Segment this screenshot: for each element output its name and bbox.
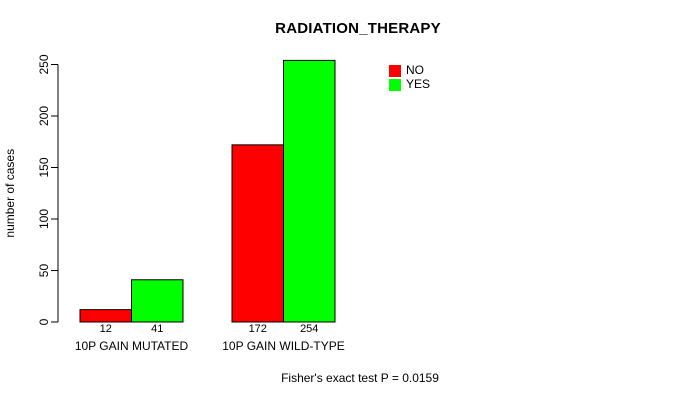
legend-swatch-no-icon [389,64,401,77]
legend-label-yes: YES [406,77,431,91]
y-tick-label: 50 [37,264,51,278]
category-label: 10P GAIN MUTATED [75,339,189,353]
legend-item-no: NO [389,64,430,77]
legend-label-no: NO [406,63,424,77]
bar-yes-group2 [283,59,336,323]
y-tick-label: 200 [37,106,51,126]
bar-yes-group1 [131,279,184,323]
legend-item-yes: YES [389,78,430,91]
y-axis-title: number of cases [3,149,17,238]
y-tick-label: 150 [37,157,51,177]
chart-title: RADIATION_THERAPY [275,20,441,37]
fisher-test-caption: Fisher's exact test P = 0.0159 [281,371,439,385]
y-tick-label: 0 [37,318,51,325]
bar-no-group1 [79,309,132,323]
y-tick-label: 250 [37,54,51,74]
bar-value-label: 12 [100,323,112,335]
y-tick-label: 100 [37,209,51,229]
legend: NO YES [389,64,430,92]
category-label: 10P GAIN WILD-TYPE [222,339,344,353]
legend-swatch-yes-icon [389,78,401,91]
bar-value-label: 41 [151,323,163,335]
bar-value-label: 254 [300,323,318,335]
bar-no-group2 [231,144,284,323]
bar-value-label: 172 [249,323,267,335]
